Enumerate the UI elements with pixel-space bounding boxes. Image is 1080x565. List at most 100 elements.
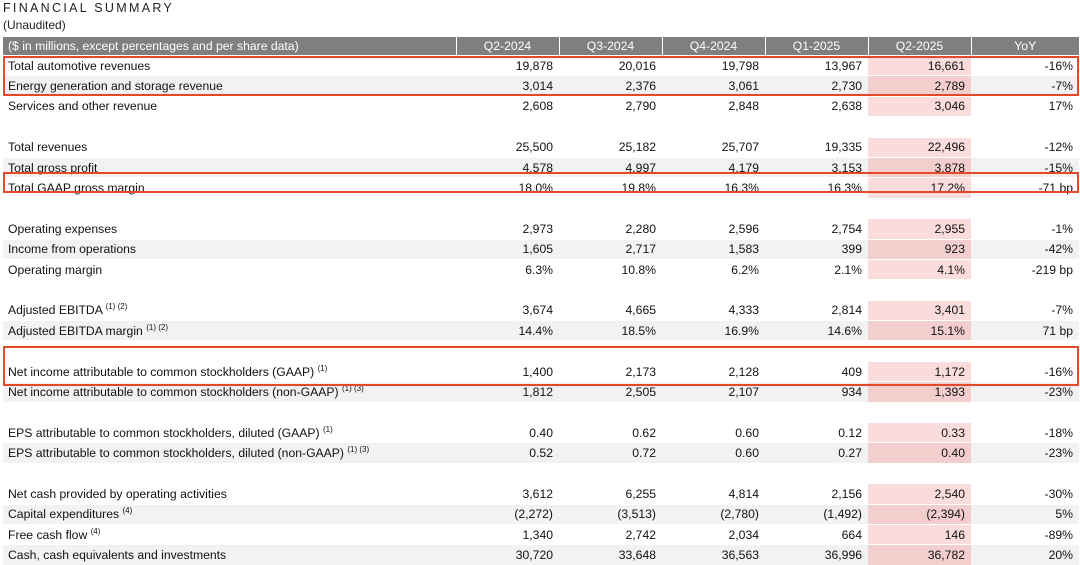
cell-yoy: -219 bp xyxy=(971,258,1079,280)
row-label: Net income attributable to common stockh… xyxy=(3,381,456,403)
row-label-text: Adjusted EBITDA margin xyxy=(8,323,143,338)
cell-q4-2024: 2,107 xyxy=(662,381,765,403)
cell-q1-2025: 2.1% xyxy=(765,258,868,280)
spacer-cell xyxy=(3,401,1079,423)
cell-q4-2024: 0.60 xyxy=(662,422,765,443)
cell-q1-2025: 14.6% xyxy=(765,320,868,341)
footnote-marker: (1) (3) xyxy=(347,445,370,455)
row-label: Income from operations xyxy=(3,238,456,260)
cell-yoy: 71 bp xyxy=(971,320,1079,341)
cell-yoy: -23% xyxy=(971,381,1079,403)
footnote-marker: (1) xyxy=(317,363,328,373)
column-header-q2-2024: Q2-2024 xyxy=(455,37,559,56)
cell-q1-2025: 934 xyxy=(765,381,868,403)
cell-q1-2025: 409 xyxy=(765,360,868,382)
row-label-text: Income from operations xyxy=(8,242,137,257)
spacer-row xyxy=(3,462,1079,484)
column-header-q2-2025: Q2-2025 xyxy=(867,37,971,56)
cell-q2-2024: 4,578 xyxy=(456,156,559,178)
row-label-text: Total automotive revenues xyxy=(8,58,151,73)
cell-q3-2024: 18.5% xyxy=(559,320,662,341)
cell-yoy: -89% xyxy=(971,523,1079,545)
footnote-marker: (1) (3) xyxy=(341,383,364,393)
cell-q3-2024: 25,182 xyxy=(559,136,662,158)
page-subtitle: (Unaudited) xyxy=(3,18,66,32)
cell-q2-2024: 2,973 xyxy=(456,218,559,240)
spacer-row xyxy=(3,197,1079,219)
row-label-text: Operating expenses xyxy=(8,221,118,236)
cell-q2-2025: 15.1% xyxy=(868,320,971,341)
row-label-text: Net cash provided by operating activitie… xyxy=(8,486,227,501)
cell-yoy: -16% xyxy=(971,360,1079,382)
cell-q1-2025: 2,814 xyxy=(765,299,868,321)
cell-yoy: -12% xyxy=(971,136,1079,158)
cell-q2-2025: 3,046 xyxy=(868,95,971,117)
cell-q2-2025: (2,394) xyxy=(868,503,971,525)
cell-q3-2024: (3,513) xyxy=(559,503,662,525)
cell-q2-2025: 3,401 xyxy=(868,299,971,321)
cell-q4-2024: 0.60 xyxy=(662,442,765,464)
spacer-cell xyxy=(3,116,1079,138)
cell-yoy: -7% xyxy=(971,75,1079,97)
row-label-text: Cash, cash equivalents and investments xyxy=(8,548,227,563)
cell-yoy: -1% xyxy=(971,218,1079,240)
cell-q2-2024: 1,340 xyxy=(456,523,559,545)
row-label-text: Energy generation and storage revenue xyxy=(8,79,223,94)
cell-q1-2025: 3,153 xyxy=(765,156,868,178)
cell-q3-2024: 2,717 xyxy=(559,238,662,260)
cell-q4-2024: 2,128 xyxy=(662,360,765,382)
cell-q4-2024: 3,061 xyxy=(662,75,765,97)
cell-q2-2024: 3,674 xyxy=(456,299,559,321)
spacer-row xyxy=(3,116,1079,138)
footnote-marker: (1) (2) xyxy=(146,322,168,332)
cell-q4-2024: 2,596 xyxy=(662,218,765,240)
cell-q2-2025: 2,789 xyxy=(868,75,971,97)
cell-q1-2025: 2,638 xyxy=(765,95,868,117)
cell-q2-2025: 1,393 xyxy=(868,381,971,403)
cell-q4-2024: 19,798 xyxy=(662,54,765,76)
cell-q2-2025: 2,955 xyxy=(868,218,971,240)
cell-q3-2024: 2,376 xyxy=(559,75,662,97)
row-label: Cash, cash equivalents and investments xyxy=(3,544,456,565)
column-header-q3-2024: Q3-2024 xyxy=(558,37,662,56)
row-label: Capital expenditures (4) xyxy=(3,503,456,525)
column-header-q4-2024: Q4-2024 xyxy=(661,37,765,56)
cell-q4-2024: 16.3% xyxy=(662,177,765,199)
cell-q2-2024: 0.52 xyxy=(456,442,559,464)
row-label: Services and other revenue xyxy=(3,95,456,117)
cell-q4-2024: 2,848 xyxy=(662,95,765,117)
row-label-text: EPS attributable to common stockholders,… xyxy=(8,425,320,440)
table-row: Income from operations 1,605 2,717 1,583 399… xyxy=(3,238,1079,260)
table-row: Total GAAP gross margin 18.0% 19.8% 16.3% 16… xyxy=(3,177,1079,199)
cell-q2-2025: 2,540 xyxy=(868,483,971,505)
row-label-text: Adjusted EBITDA xyxy=(8,303,103,318)
cell-q4-2024: 16.9% xyxy=(662,320,765,341)
financial-summary-table: ($ in millions, except percentages and p… xyxy=(3,37,1079,565)
spacer-cell xyxy=(3,197,1079,219)
table-row: Total automotive revenues 19,878 20,016 19,… xyxy=(3,54,1079,76)
cell-yoy: 17% xyxy=(971,95,1079,117)
cell-q3-2024: 20,016 xyxy=(559,54,662,76)
cell-q4-2024: 1,583 xyxy=(662,238,765,260)
cell-q3-2024: 4,665 xyxy=(559,299,662,321)
row-label-text: Services and other revenue xyxy=(8,99,158,114)
cell-q2-2024: 30,720 xyxy=(456,544,559,565)
cell-q2-2025: 1,172 xyxy=(868,360,971,382)
table-row: Operating margin 6.3% 10.8% 6.2% 2.1% 4.1% -21… xyxy=(3,258,1079,280)
table-row: Energy generation and storage revenue 3,0… xyxy=(3,75,1079,97)
column-header-description: ($ in millions, except percentages and p… xyxy=(3,37,456,56)
row-label: Total GAAP gross margin xyxy=(3,177,456,199)
cell-q2-2024: 1,812 xyxy=(456,381,559,403)
row-label-text: EPS attributable to common stockholders,… xyxy=(8,446,344,461)
page-title: FINANCIAL SUMMARY xyxy=(3,1,175,15)
row-label: EPS attributable to common stockholders,… xyxy=(3,422,456,443)
row-label-text: Total gross profit xyxy=(8,160,98,175)
cell-q4-2024: 4,333 xyxy=(662,299,765,321)
spacer-cell xyxy=(3,279,1079,301)
cell-q2-2024: 25,500 xyxy=(456,136,559,158)
cell-q3-2024: 2,173 xyxy=(559,360,662,382)
table-body: Total automotive revenues 19,878 20,016 19,… xyxy=(3,54,1079,565)
cell-q2-2025: 0.33 xyxy=(868,422,971,443)
cell-q1-2025: 2,730 xyxy=(765,75,868,97)
row-label: Operating margin xyxy=(3,258,456,280)
